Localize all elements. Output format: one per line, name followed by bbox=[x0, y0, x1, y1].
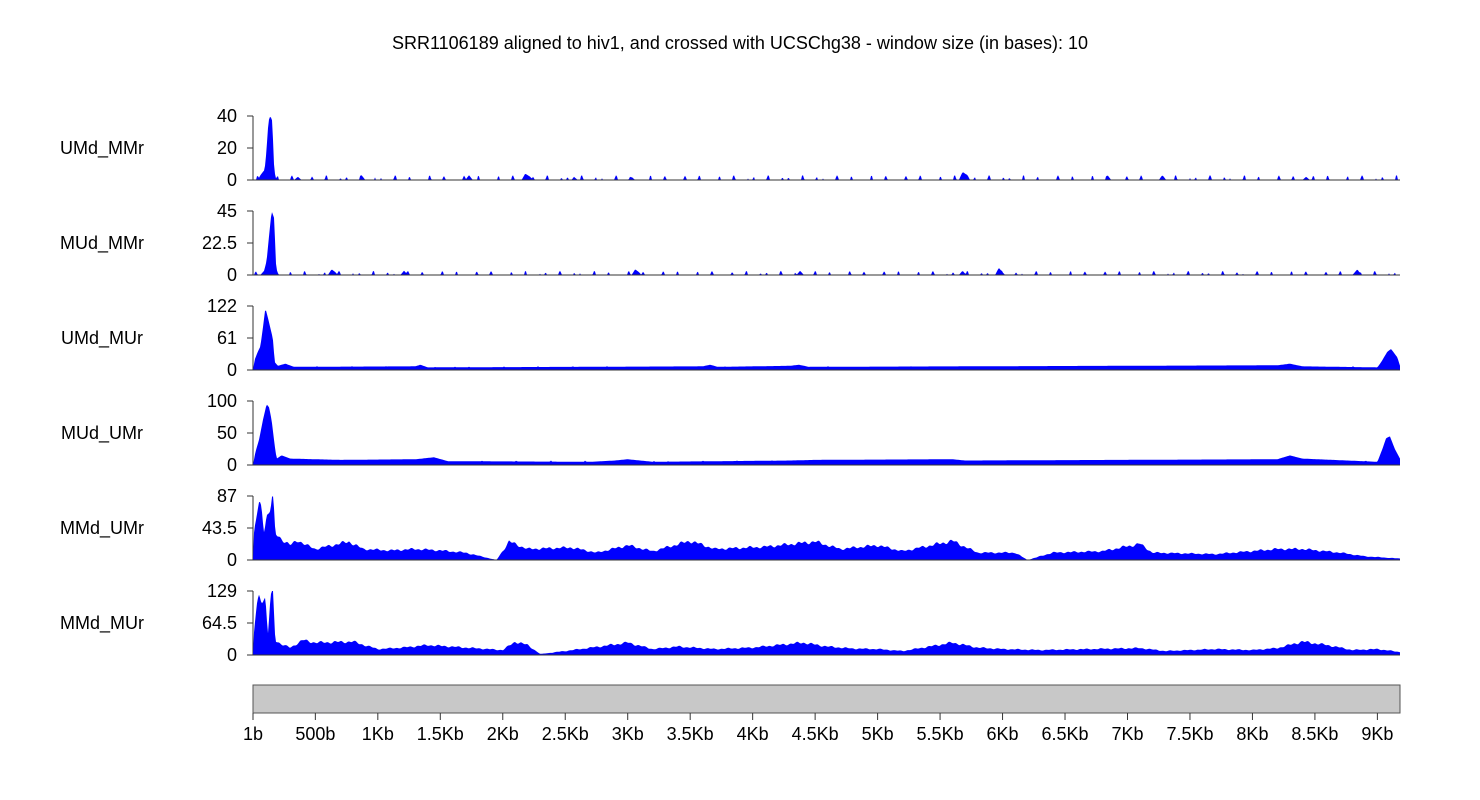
track-MMd_UMr: MMd_UMr 87 43.5 0 bbox=[60, 486, 1400, 570]
x-tick-label: 8Kb bbox=[1236, 724, 1268, 744]
y-tick-label: 0 bbox=[227, 645, 237, 665]
x-tick-label: 4Kb bbox=[737, 724, 769, 744]
track-UMd_MUr: UMd_MUr 122 61 0 bbox=[61, 296, 1400, 380]
coverage-area bbox=[253, 404, 1400, 465]
x-tick-label: 6.5Kb bbox=[1041, 724, 1088, 744]
y-tick-label: 0 bbox=[227, 455, 237, 475]
tracks-layer: UMd_MMr40200MUd_MMr4522.50UMd_MUr122610M… bbox=[60, 106, 1400, 665]
genome-bar bbox=[252, 684, 1401, 714]
x-tick-label: 8.5Kb bbox=[1291, 724, 1338, 744]
x-tick-label: 7Kb bbox=[1111, 724, 1143, 744]
x-tick-label: 4.5Kb bbox=[792, 724, 839, 744]
genome-axis: 1b 500b 1Kb 1.5Kb 2Kb 2.5Kb 3Kb 3.5Kb 4Kb 4.5Kb 5K… bbox=[243, 684, 1401, 744]
x-tick-label: 3.5Kb bbox=[667, 724, 714, 744]
y-tick-label: 22.5 bbox=[202, 233, 237, 253]
y-tick-label: 100 bbox=[207, 391, 237, 411]
y-tick-label: 0 bbox=[227, 170, 237, 190]
y-tick-label: 0 bbox=[227, 550, 237, 570]
x-tick-label: 6Kb bbox=[987, 724, 1019, 744]
x-tick-label: 9Kb bbox=[1361, 724, 1393, 744]
x-tick-label: 5Kb bbox=[862, 724, 894, 744]
x-tick-label: 2Kb bbox=[487, 724, 519, 744]
x-tick-label: 7.5Kb bbox=[1166, 724, 1213, 744]
track-label: UMd_MMr bbox=[60, 138, 144, 159]
track-label: UMd_MUr bbox=[61, 328, 143, 349]
coverage-area bbox=[253, 591, 1400, 655]
y-tick-label: 61 bbox=[217, 328, 237, 348]
x-tick-label: 5.5Kb bbox=[917, 724, 964, 744]
y-tick-label: 64.5 bbox=[202, 613, 237, 633]
y-tick-label: 129 bbox=[207, 581, 237, 601]
track-MUd_UMr: MUd_UMr 100 50 0 bbox=[61, 391, 1400, 475]
x-tick-label: 1.5Kb bbox=[417, 724, 464, 744]
y-tick-label: 43.5 bbox=[202, 518, 237, 538]
x-tick-label: 500b bbox=[295, 724, 335, 744]
chart-title: SRR1106189 aligned to hiv1, and crossed … bbox=[392, 33, 1088, 53]
coverage-area bbox=[253, 496, 1400, 560]
y-tick-label: 87 bbox=[217, 486, 237, 506]
track-MMd_MUr: MMd_MUr 129 64.5 0 bbox=[60, 581, 1400, 665]
coverage-area bbox=[253, 310, 1400, 370]
y-tick-label: 0 bbox=[227, 360, 237, 380]
track-UMd_MMr: UMd_MMr 40 20 0 bbox=[60, 106, 1400, 190]
track-MUd_MMr: MUd_MMr 45 22.5 0 bbox=[60, 201, 1400, 285]
track-label: MUd_MMr bbox=[60, 233, 144, 254]
y-tick-label: 20 bbox=[217, 138, 237, 158]
x-tick-label: 3Kb bbox=[612, 724, 644, 744]
x-tick-label: 2.5Kb bbox=[542, 724, 589, 744]
y-tick-label: 0 bbox=[227, 265, 237, 285]
track-label: MUd_UMr bbox=[61, 423, 143, 444]
y-tick-label: 45 bbox=[217, 201, 237, 221]
x-tick-label: 1b bbox=[243, 724, 263, 744]
y-tick-label: 50 bbox=[217, 423, 237, 443]
track-label: MMd_UMr bbox=[60, 518, 144, 539]
x-tick-label: 1Kb bbox=[362, 724, 394, 744]
coverage-area bbox=[253, 116, 1400, 180]
y-tick-label: 40 bbox=[217, 106, 237, 126]
track-label: MMd_MUr bbox=[60, 613, 144, 634]
y-tick-label: 122 bbox=[207, 296, 237, 316]
coverage-area bbox=[253, 212, 1400, 275]
